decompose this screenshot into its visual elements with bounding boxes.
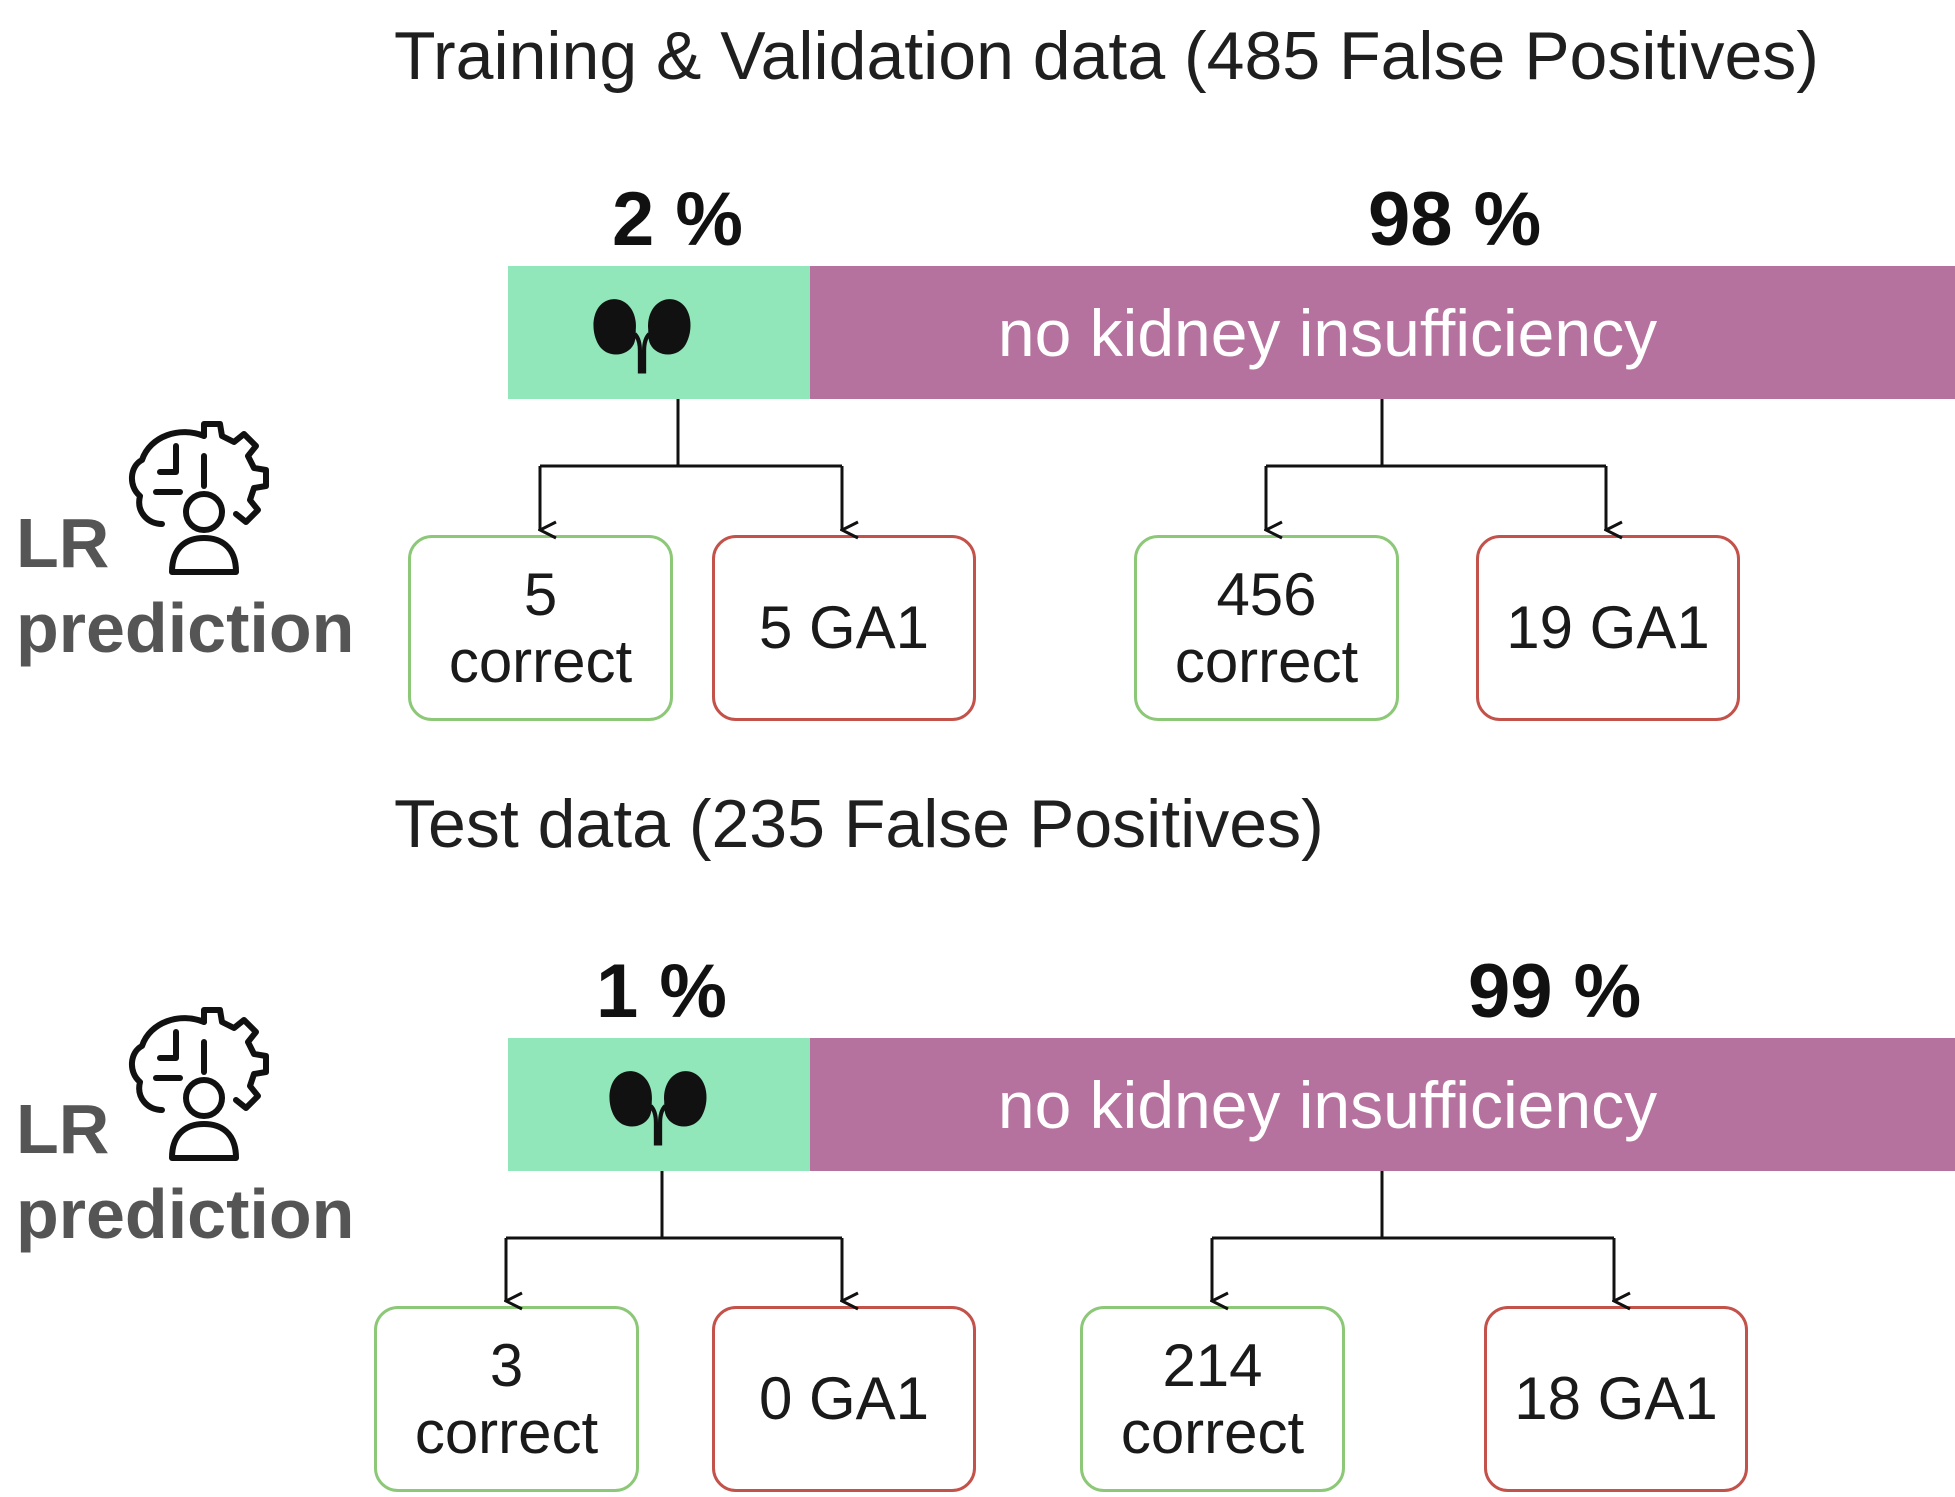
panel-1-no-kidney-percent: 98 % — [1368, 177, 1542, 262]
panel-2-model-label-line2: prediction — [16, 1175, 355, 1253]
panel-1-kidney-ga1-label: 5 GA1 — [758, 594, 930, 662]
panel-2-no-kidney-label: no kidney insufficiency — [997, 1067, 1658, 1142]
panel-1-no-kidney-label: no kidney insufficiency — [997, 295, 1658, 370]
panel-2-no-kidney-correct-count: 214 — [1162, 1331, 1263, 1399]
panel-2-kidney-ga1-box: 0 GA1 — [712, 1306, 976, 1492]
panel-1-model-label-line1: LR — [16, 504, 110, 582]
kidney-icon — [609, 1071, 707, 1146]
panel-1-kidney-correct-box: 5 correct — [408, 535, 673, 721]
panel-1-title: Training & Validation data (485 False Po… — [394, 18, 1819, 94]
panel-1-no-kidney-ga1-label: 19 GA1 — [1506, 594, 1710, 662]
panel-2-no-kidney-bar: no kidney insufficiency — [810, 1038, 1955, 1171]
panel-2-kidney-bar — [508, 1038, 810, 1171]
panel-1-no-kidney-correct-count: 456 — [1216, 560, 1317, 628]
panel-1-no-kidney-bar: no kidney insufficiency — [810, 266, 1955, 399]
panel-2-no-kidney-ga1-label: 18 GA1 — [1514, 1365, 1718, 1433]
panel-1-no-kidney-correct-box: 456 correct — [1134, 535, 1399, 721]
panel-1-kidney-correct-count: 5 — [523, 560, 558, 628]
panel-1-kidney-correct-label: correct — [448, 628, 633, 695]
kidney-icon — [593, 299, 691, 374]
panel-2-no-kidney-correct-box: 214 correct — [1080, 1306, 1345, 1492]
panel-2-no-kidney-correct-label: correct — [1120, 1399, 1305, 1466]
panel-2-kidney-percent: 1 % — [596, 949, 727, 1034]
panel-2-no-kidney-percent: 99 % — [1468, 949, 1642, 1034]
panel-2-kidney-ga1-label: 0 GA1 — [758, 1365, 930, 1433]
brain-gear-person-icon — [129, 1007, 269, 1161]
panel-2-no-kidney-ga1-box: 18 GA1 — [1484, 1306, 1748, 1492]
panel-2-title: Test data (235 False Positives) — [394, 786, 1324, 862]
brain-gear-person-icon — [129, 421, 269, 575]
panel-1-kidney-ga1-box: 5 GA1 — [712, 535, 976, 721]
panel-1-kidney-percent: 2 % — [612, 177, 743, 262]
panel-1-no-kidney-correct-label: correct — [1174, 628, 1359, 695]
panel-1-model-label-line2: prediction — [16, 589, 355, 667]
panel-1-kidney-bar — [508, 266, 810, 399]
panel-2-kidney-correct-count: 3 — [489, 1331, 524, 1399]
panel-1-no-kidney-ga1-box: 19 GA1 — [1476, 535, 1740, 721]
panel-2-model-label-line1: LR — [16, 1090, 110, 1168]
panel-2-kidney-correct-label: correct — [414, 1399, 599, 1466]
